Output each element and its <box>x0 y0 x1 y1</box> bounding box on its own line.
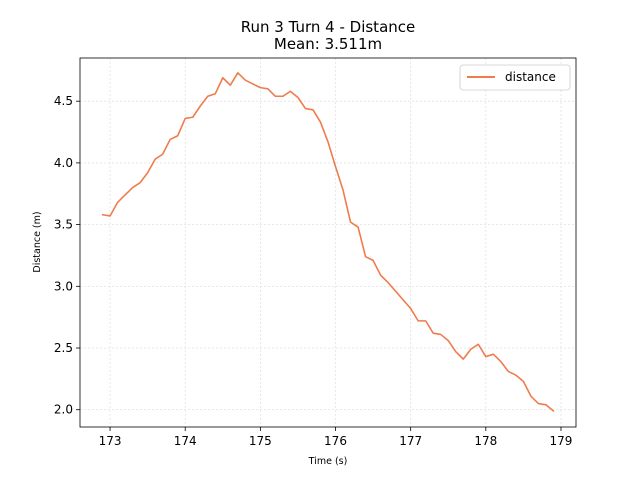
legend-label: distance <box>505 70 556 84</box>
plot-frame <box>79 57 577 428</box>
y-tick-label: 4.0 <box>54 156 73 170</box>
series-line-distance <box>101 72 555 412</box>
grid <box>80 58 576 427</box>
y-tick-label: 2.0 <box>54 403 73 417</box>
y-axis-label: Distance (m) <box>32 211 43 272</box>
x-tick-label: 178 <box>474 434 497 448</box>
y-tick-label: 2.5 <box>54 341 73 355</box>
y-tick-label: 3.5 <box>54 218 73 232</box>
x-tick-label: 175 <box>249 434 272 448</box>
x-axis-label: Time (s) <box>308 456 348 467</box>
chart-subtitle: Mean: 3.511m <box>274 35 382 53</box>
x-tick-label: 173 <box>99 434 122 448</box>
axis-ticks: 173 174 175 176 177 178 179 2.0 2.5 3.0 3.5 4.0 4.5 <box>54 94 573 448</box>
x-tick-label: 174 <box>174 434 197 448</box>
y-tick-label: 3.0 <box>54 279 73 293</box>
y-tick-label: 4.5 <box>54 94 73 108</box>
legend: distance <box>459 64 571 91</box>
legend-box <box>459 64 571 91</box>
plot-lines <box>101 72 555 412</box>
x-tick-label: 176 <box>324 434 347 448</box>
x-tick-label: 177 <box>399 434 422 448</box>
x-tick-label: 179 <box>550 434 573 448</box>
chart-title: Run 3 Turn 4 - Distance <box>241 18 416 36</box>
